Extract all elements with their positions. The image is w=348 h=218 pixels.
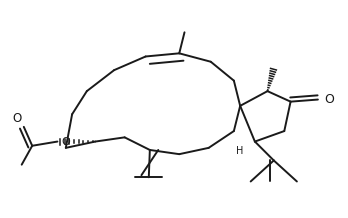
- Text: O: O: [62, 136, 70, 146]
- Text: O: O: [13, 112, 22, 125]
- Text: O: O: [324, 93, 334, 106]
- Text: H: H: [237, 146, 244, 156]
